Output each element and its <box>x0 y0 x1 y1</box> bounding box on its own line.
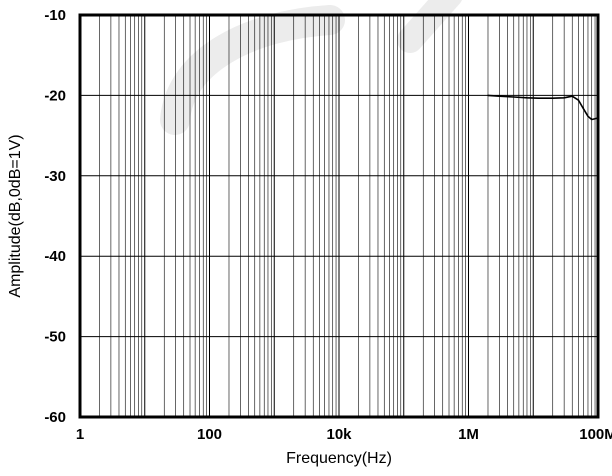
y-tick-label: -50 <box>44 329 66 346</box>
y-tick-label: -40 <box>44 248 66 265</box>
plot-frame <box>78 13 600 419</box>
x-tick-label: 1M <box>458 426 479 443</box>
series-line <box>487 94 599 121</box>
y-axis-title: Amplitude(dB,0dB=1V) <box>7 134 24 297</box>
y-tick-label: -30 <box>44 168 66 185</box>
grid-major <box>79 14 599 418</box>
grid-minor <box>99 15 596 417</box>
x-axis-title: Frequency(Hz) <box>286 450 392 467</box>
y-tick-label: -20 <box>44 87 66 104</box>
x-tick-label: 1 <box>76 426 84 443</box>
watermark-stroke <box>397 0 462 53</box>
watermark <box>160 0 462 135</box>
watermark-arc <box>160 5 345 135</box>
x-tick-label: 100 <box>197 426 222 443</box>
y-tick-label: -10 <box>44 7 66 24</box>
series-layer <box>487 94 599 121</box>
y-tick-labels: -10 -20 -30 -40 -50 -60 <box>44 7 66 426</box>
y-tick-label: -60 <box>44 409 66 426</box>
x-tick-labels: 1 100 10k 1M 100M <box>76 426 612 443</box>
x-tick-label: 10k <box>326 426 352 443</box>
x-tick-label: 100M <box>579 426 612 443</box>
